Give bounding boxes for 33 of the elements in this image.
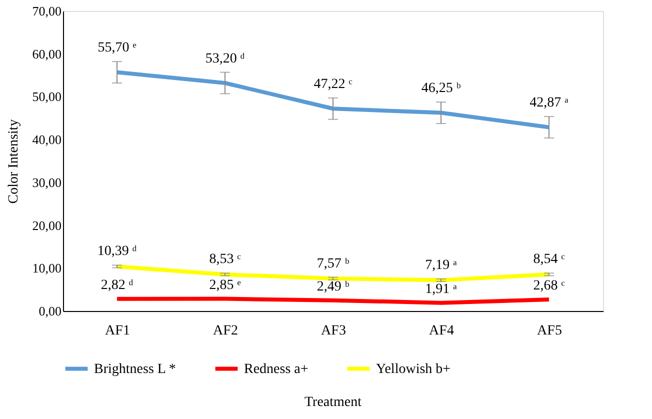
x-tick-label: AF2	[213, 324, 238, 338]
data-label: 2,85 ᵉ	[209, 278, 242, 293]
y-tick-label: 50,00	[32, 89, 62, 104]
data-label: 10,39 ᵈ	[97, 244, 138, 260]
y-axis-title: Color Intensity	[6, 119, 22, 204]
data-label: 42,87 ᵃ	[530, 96, 569, 111]
y-tick-label: 20,00	[32, 218, 62, 233]
x-tick-label: AF4	[429, 324, 454, 338]
data-label: 7,57 ᵇ	[316, 256, 350, 272]
data-label: 2,68 ᶜ	[533, 278, 566, 294]
y-tick-label: 60,00	[32, 46, 62, 62]
legend-label: Yellowish b+	[376, 362, 451, 377]
data-label: 46,25 ᵇ	[421, 81, 462, 96]
data-label: 2,49 ᵇ	[316, 279, 350, 294]
data-label: 8,53 ᶜ	[209, 252, 242, 268]
data-label: 47,22 ᶜ	[314, 76, 353, 92]
data-label: 55,70 ᵉ	[98, 40, 137, 56]
y-tick-label: 40,00	[32, 132, 62, 148]
data-label: 53,20 ᵈ	[205, 51, 246, 66]
y-tick-label: 0,00	[38, 304, 62, 318]
data-label: 2,82 ᵈ	[100, 278, 134, 293]
x-tick-label: AF3	[321, 324, 346, 338]
x-tick-label: AF5	[537, 324, 562, 338]
x-tick-label: AF1	[105, 324, 130, 338]
legend-label: Brightness L *	[94, 362, 176, 377]
data-label: 7,19 ᵃ	[425, 258, 458, 273]
y-tick-label: 10,00	[32, 260, 62, 276]
y-tick-label: 30,00	[32, 174, 62, 190]
y-tick-label: 70,00	[32, 4, 62, 18]
data-label: 8,54 ᶜ	[533, 252, 566, 268]
legend-label: Redness a+	[244, 362, 308, 377]
x-axis-title: Treatment	[304, 395, 362, 410]
data-label: 1,91 ᵃ	[425, 282, 458, 297]
